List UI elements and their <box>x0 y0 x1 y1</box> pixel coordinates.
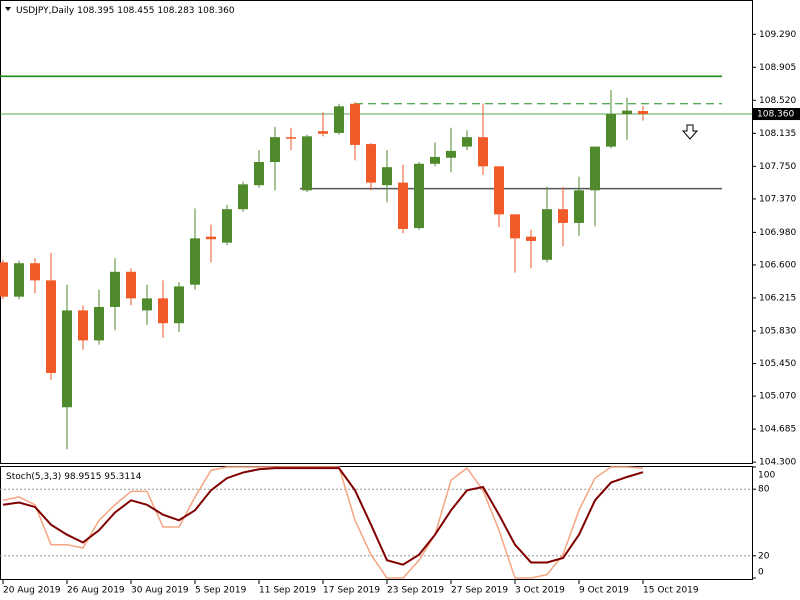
y-tick-label: 108.905 <box>759 63 796 73</box>
candle-body <box>606 114 616 147</box>
candle-body <box>94 306 104 341</box>
candle-body <box>622 110 632 115</box>
y-tick-label: 20 <box>758 551 770 561</box>
candle-body <box>494 166 504 215</box>
candle-body <box>414 163 424 229</box>
candle-body <box>78 310 88 341</box>
symbol: USDJPY,Daily <box>16 6 75 16</box>
y-tick-label: 80 <box>758 485 770 495</box>
candle-body <box>398 182 408 229</box>
candle-body <box>350 103 360 145</box>
candle-body <box>142 298 152 311</box>
candle-body <box>62 310 72 408</box>
candle-body <box>558 209 568 223</box>
y-tick-label: 0 <box>758 568 764 578</box>
candle-body <box>542 209 552 260</box>
candle-body <box>0 262 8 297</box>
candle-body <box>174 286 184 324</box>
candle-body <box>478 137 488 167</box>
candle-body <box>158 298 168 324</box>
x-tick-label: 23 Sep 2019 <box>387 586 444 596</box>
x-tick-label: 9 Oct 2019 <box>579 586 629 596</box>
menu-triangle[interactable] <box>5 7 11 11</box>
y-tick-label: 109.290 <box>759 30 796 40</box>
candle-body <box>302 136 312 191</box>
candle-body <box>462 137 472 147</box>
candle-body <box>30 263 40 281</box>
candle-body <box>46 280 56 373</box>
open-label: 108.395 <box>77 6 114 16</box>
y-tick-label: 100 <box>758 471 775 481</box>
y-tick-label: 108.520 <box>759 96 796 106</box>
y-tick-label: 106.980 <box>759 228 796 238</box>
sell-arrow <box>681 124 699 140</box>
y-tick-label: 107.370 <box>759 194 796 204</box>
candle-body <box>366 144 376 183</box>
candle-body <box>446 150 456 158</box>
candle-body <box>206 236 216 240</box>
x-tick-label: 27 Sep 2019 <box>451 586 508 596</box>
candle-body <box>382 167 392 186</box>
low-label: 108.283 <box>157 6 194 16</box>
stoch-header: Stoch(5,3,3) 98.9515 95.3114 <box>6 472 142 482</box>
candle-body <box>430 156 440 164</box>
candle-body <box>238 184 248 210</box>
stoch-line <box>2 467 644 566</box>
high-label: 108.455 <box>117 6 154 16</box>
y-tick-label: 108.135 <box>759 129 796 139</box>
candle-body <box>254 162 264 186</box>
candle-body <box>126 271 136 299</box>
y-tick-label: 105.070 <box>759 392 796 402</box>
price-tag-label: 108.360 <box>757 110 794 120</box>
candle-body <box>318 131 328 134</box>
x-tick-label: 11 Sep 2019 <box>259 586 316 596</box>
candle-body <box>222 209 232 243</box>
candle-body <box>638 111 648 115</box>
candle-body <box>286 137 296 139</box>
y-tick-label: 104.685 <box>759 425 796 435</box>
stoch-signal-label: 95.3114 <box>104 472 141 482</box>
candle-body <box>574 190 584 223</box>
x-tick-label: 3 Oct 2019 <box>515 586 565 596</box>
candle-body <box>590 146 600 191</box>
close-label: 108.360 <box>197 6 234 16</box>
x-tick-label: 5 Sep 2019 <box>195 586 247 596</box>
stoch-line <box>2 466 644 579</box>
stoch-title: Stoch(5,3,3) <box>6 472 61 482</box>
y-tick-label: 105.830 <box>759 326 796 336</box>
candle-body <box>510 214 520 239</box>
candle-body <box>270 137 280 163</box>
y-tick-label: 104.300 <box>759 458 796 468</box>
x-tick-label: 17 Sep 2019 <box>323 586 380 596</box>
candle-body <box>14 263 24 297</box>
candle-body <box>526 236 536 241</box>
candle-body <box>334 106 344 133</box>
x-tick-label: 30 Aug 2019 <box>131 586 189 596</box>
chart-header: USDJPY,Daily 108.395 108.455 108.283 108… <box>16 6 235 16</box>
x-tick-label: 26 Aug 2019 <box>67 586 125 596</box>
y-tick-label: 105.450 <box>759 359 796 369</box>
x-tick-label: 20 Aug 2019 <box>3 586 61 596</box>
x-tick-label: 15 Oct 2019 <box>643 586 699 596</box>
main-panel <box>0 0 753 464</box>
stoch-panel <box>0 466 753 580</box>
candle-body <box>190 238 200 285</box>
candle-body <box>110 271 120 307</box>
y-tick-label: 107.750 <box>759 162 796 172</box>
y-tick-label: 106.600 <box>759 260 796 270</box>
y-tick-label: 106.215 <box>759 293 796 303</box>
price-tag <box>753 108 800 121</box>
stoch-main-label: 98.9515 <box>64 472 101 482</box>
